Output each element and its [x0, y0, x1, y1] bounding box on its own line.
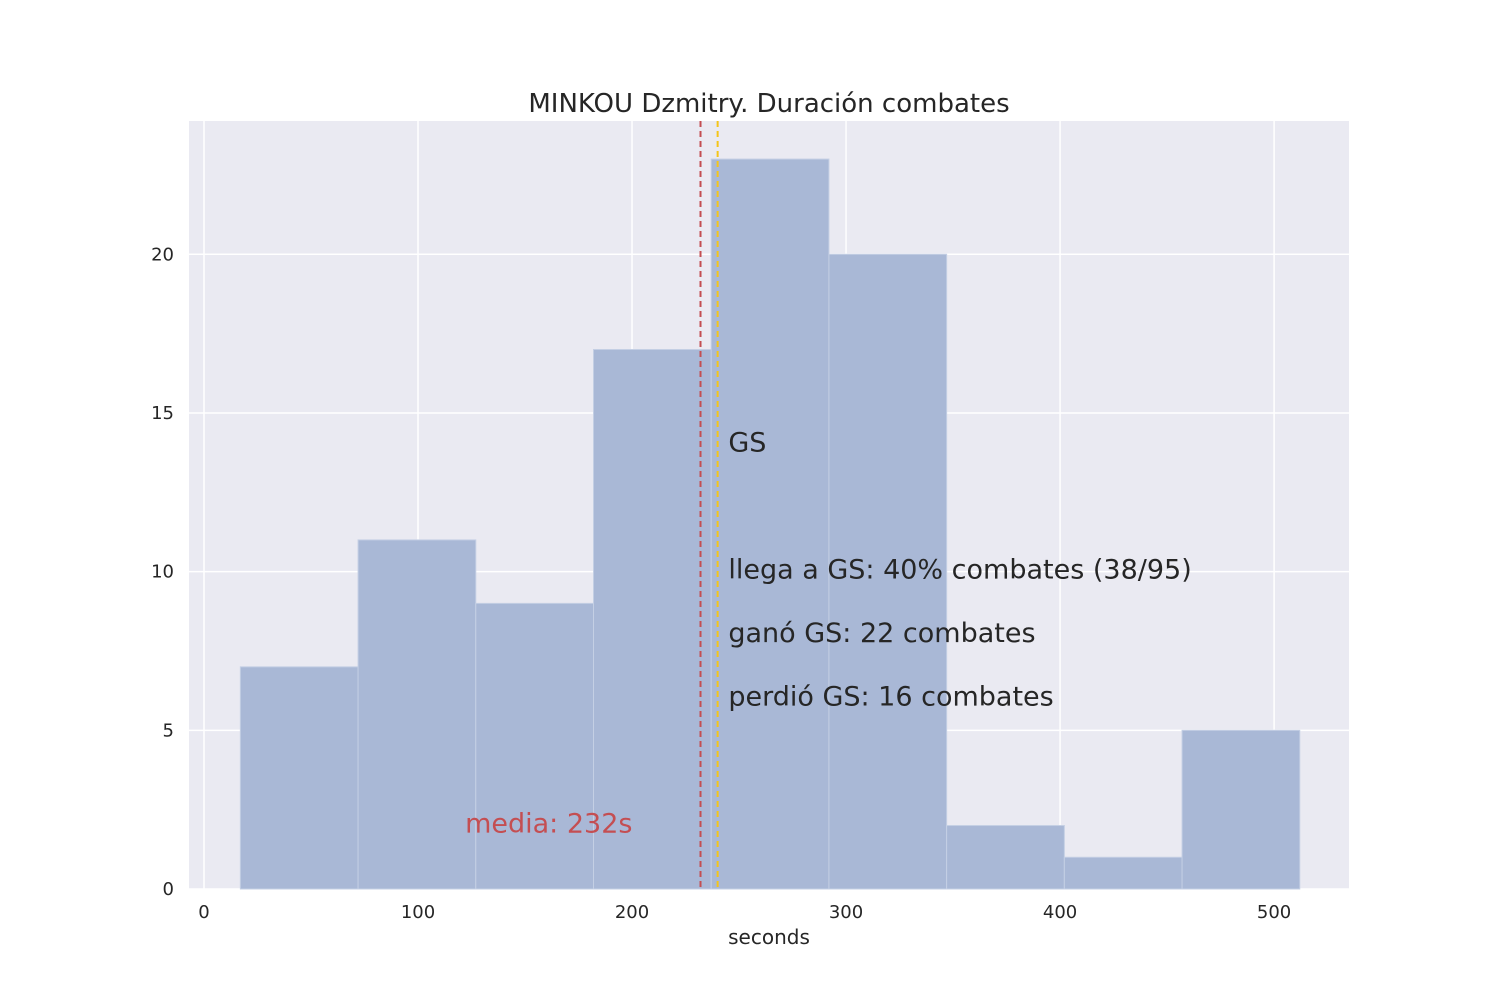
histogram-bar: [239, 666, 359, 890]
x-tick-label: 0: [198, 902, 209, 923]
x-tick-label: 100: [401, 902, 435, 923]
won-gs-annotation: ganó GS: 22 combates: [728, 618, 1035, 649]
histogram-bar: [1181, 729, 1301, 890]
histogram-bar: [1063, 856, 1183, 890]
chart-title: MINKOU Dzmitry. Duración combates: [528, 89, 1009, 119]
y-tick-label: 20: [151, 244, 174, 265]
histogram-bars: [239, 158, 1301, 890]
x-tick-label: 500: [1257, 902, 1291, 923]
gs-annotation: GS: [728, 428, 766, 459]
histogram-bar: [475, 602, 595, 890]
mean-annotation: media: 232s: [465, 808, 632, 839]
y-tick-label: 10: [151, 562, 174, 583]
histogram-bar: [357, 539, 477, 890]
x-tick-labels: 0 100 200 300 400 500: [198, 902, 1291, 923]
x-tick-label: 400: [1043, 902, 1077, 923]
histogram-bar: [946, 825, 1065, 890]
y-tick-labels: 0 5 10 15 20: [151, 244, 174, 900]
lost-gs-annotation: perdió GS: 16 combates: [728, 681, 1053, 712]
reach-gs-annotation: llega a GS: 40% combates (38/95): [728, 554, 1191, 585]
y-tick-label: 15: [151, 403, 174, 424]
y-tick-label: 0: [163, 879, 174, 900]
y-tick-label: 5: [163, 720, 174, 741]
histogram-bar: [828, 253, 948, 890]
histogram-bar: [710, 158, 830, 890]
x-tick-label: 300: [829, 902, 863, 923]
x-tick-label: 200: [615, 902, 649, 923]
reference-lines: [699, 121, 719, 889]
x-axis-label: seconds: [728, 925, 810, 949]
